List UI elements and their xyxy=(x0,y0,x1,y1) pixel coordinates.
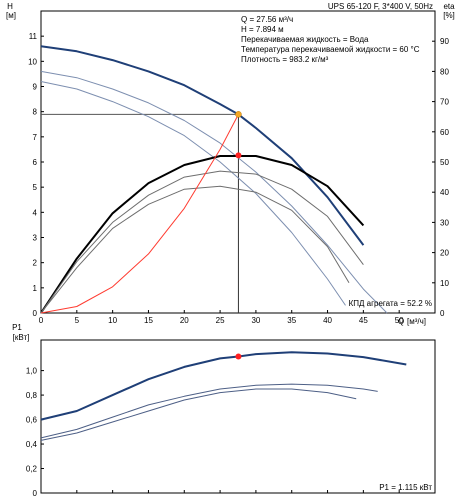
head-tick-label: 4 xyxy=(33,208,38,217)
head-curve-0 xyxy=(40,45,365,246)
power-tick-label: 0,4 xyxy=(26,440,38,449)
head-efficiency-series xyxy=(40,45,388,314)
x-tick-label: 20 xyxy=(180,316,189,325)
power-series xyxy=(40,351,407,441)
head-tick-label: 7 xyxy=(33,133,38,142)
head-axis-unit: [м] xyxy=(6,11,16,20)
power-tick-label: 1,0 xyxy=(26,367,38,376)
power-tick-label: 0 xyxy=(33,489,38,498)
head-tick-label: 0 xyxy=(33,309,38,318)
power-point-marker xyxy=(235,353,242,360)
head-tick-label: 2 xyxy=(33,259,38,268)
efficiency-label: КПД агрегата = 52.2 % xyxy=(349,299,432,308)
efficiency-point xyxy=(235,152,242,159)
power-tick-label: 0,6 xyxy=(26,416,38,425)
x-tick-label: 10 xyxy=(108,316,117,325)
efficiency-tick-label: 80 xyxy=(440,67,449,76)
power-point xyxy=(235,353,242,360)
efficiency-axis-label: eta xyxy=(443,2,455,11)
efficiency-curve-3 xyxy=(40,155,365,314)
x-tick-label: 45 xyxy=(359,316,368,325)
power-curve-1 xyxy=(40,383,378,439)
power-plot-ticks: 0 0,2 0,4 0,6 0,8 1,0 xyxy=(26,367,400,498)
x-tick-label: 25 xyxy=(216,316,225,325)
annotation-head: H = 7.894 м xyxy=(241,25,284,34)
efficiency-tick-label: 90 xyxy=(440,37,449,46)
efficiency-tick-label: 50 xyxy=(440,158,449,167)
pump-model-title: UPS 65-120 F, 3*400 V, 50Hz xyxy=(328,2,433,11)
x-tick-label: 15 xyxy=(144,316,153,325)
efficiency-tick-label: 30 xyxy=(440,218,449,227)
head-tick-label: 5 xyxy=(33,183,38,192)
annotation-flow: Q = 27.56 м³/ч xyxy=(241,15,293,24)
efficiency-curve-5 xyxy=(40,185,350,314)
power-tick-label: 0,8 xyxy=(26,391,38,400)
annotation-density: Плотность = 983.2 кг/м³ xyxy=(241,55,329,64)
head-curve-2 xyxy=(40,81,346,306)
operating-point xyxy=(235,111,242,118)
x-tick-label: 5 xyxy=(75,316,80,325)
efficiency-tick-label: 60 xyxy=(440,128,449,137)
x-tick-label: 40 xyxy=(323,316,332,325)
flow-axis-label: Q xyxy=(398,317,404,326)
operating-point-markers xyxy=(235,111,242,159)
power-value-label: P1 = 1.115 кВт xyxy=(379,483,432,492)
efficiency-curve-4 xyxy=(40,170,364,314)
efficiency-tick-label: 20 xyxy=(440,249,449,258)
system-curve xyxy=(40,114,239,314)
head-tick-label: 9 xyxy=(33,83,38,92)
annotation-temperature: Температура перекачиваемой жидкости = 60… xyxy=(241,45,420,54)
annotation-liquid: Перекачиваемая жидкость = Вода xyxy=(241,35,369,44)
flow-axis-unit: [м³/ч] xyxy=(407,317,426,326)
head-tick-label: 3 xyxy=(33,234,38,243)
efficiency-tick-label: 0 xyxy=(440,309,445,318)
head-tick-label: 8 xyxy=(33,108,38,117)
operating-point-reference-lines xyxy=(41,113,239,313)
head-tick-label: 10 xyxy=(28,57,37,66)
efficiency-tick-label: 40 xyxy=(440,188,449,197)
head-curve-1 xyxy=(40,70,388,314)
head-plot-ticks: 0 5 10 15 20 25 30 35 40 45 5001234567891011010203… xyxy=(28,32,449,325)
x-tick-label: 30 xyxy=(251,316,260,325)
head-tick-label: 11 xyxy=(29,32,38,41)
efficiency-tick-label: 70 xyxy=(440,98,449,107)
x-tick-label: 35 xyxy=(287,316,296,325)
head-efficiency-plot: 0 5 10 15 20 25 30 35 40 45 5001234567891011010203… xyxy=(6,2,455,326)
x-tick-label: 50 xyxy=(395,316,404,325)
head-tick-label: 6 xyxy=(33,158,38,167)
power-plot-frame xyxy=(40,339,436,494)
power-axis-label: P1 xyxy=(12,323,22,332)
power-axis-unit: [кВт] xyxy=(13,333,30,342)
power-curve-2 xyxy=(40,388,357,441)
power-tick-label: 0,2 xyxy=(26,465,38,474)
power-plot: 0 0,2 0,4 0,6 0,8 1,0 P1 [кВт] P1 = 1.115 кВт xyxy=(12,323,436,498)
head-tick-label: 1 xyxy=(33,284,38,293)
efficiency-tick-label: 10 xyxy=(440,279,449,288)
x-tick-label: 0 xyxy=(39,316,44,325)
efficiency-axis-unit: [%] xyxy=(443,11,455,20)
head-axis-label: H xyxy=(7,2,13,11)
power-curve-0 xyxy=(40,351,407,421)
